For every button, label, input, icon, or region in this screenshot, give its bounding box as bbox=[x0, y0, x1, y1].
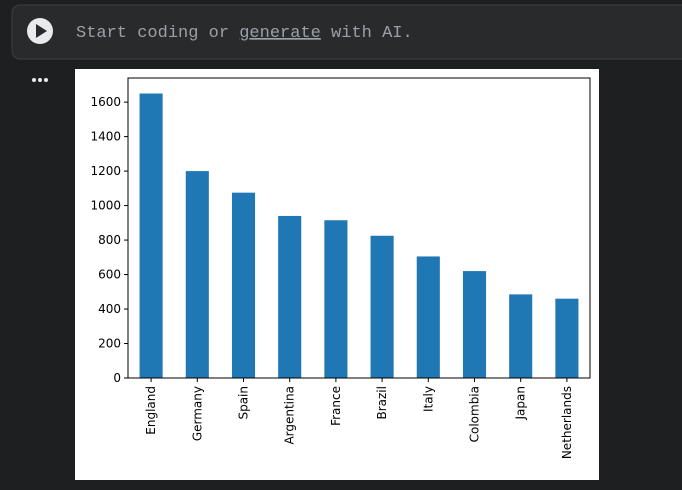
plot-frame bbox=[127, 77, 591, 379]
x-tick-label: England bbox=[144, 386, 158, 435]
run-icon bbox=[36, 24, 47, 38]
dot bbox=[32, 78, 36, 82]
x-tick-label: Italy bbox=[421, 386, 435, 412]
chart: 0 200 400 600 800 1000 1200 1400 1600 England Germ… bbox=[90, 77, 591, 459]
bar bbox=[278, 215, 302, 378]
y-tick-label: 200 bbox=[98, 337, 121, 351]
x-tick-label: Colombia bbox=[468, 386, 482, 442]
bar bbox=[370, 235, 394, 378]
y-tick-label: 800 bbox=[98, 233, 121, 247]
bar bbox=[231, 192, 256, 378]
bar bbox=[139, 93, 163, 378]
bar bbox=[462, 271, 487, 378]
bar bbox=[509, 294, 533, 378]
code-cell[interactable] bbox=[11, 4, 682, 60]
cell-placeholder: Start coding or generate with AI. bbox=[76, 24, 413, 43]
bar bbox=[185, 171, 209, 378]
y-tick-label: 1600 bbox=[90, 95, 121, 109]
bar bbox=[416, 256, 440, 378]
dot bbox=[44, 78, 48, 82]
bar bbox=[555, 298, 579, 378]
x-tick-label: France bbox=[329, 386, 343, 426]
dot bbox=[38, 78, 42, 82]
generate-link[interactable]: generate bbox=[239, 24, 321, 43]
y-tick-label: 600 bbox=[98, 268, 121, 282]
x-tick-label: Japan bbox=[514, 386, 528, 420]
x-tick-label: Brazil bbox=[375, 386, 389, 420]
y-tick-label: 0 bbox=[113, 371, 121, 385]
y-tick-label: 1000 bbox=[90, 199, 121, 213]
output-menu[interactable] bbox=[32, 78, 48, 82]
x-tick-label: Germany bbox=[190, 386, 204, 441]
x-tick-label: Netherlands bbox=[560, 386, 574, 459]
x-tick-label: Argentina bbox=[283, 386, 297, 445]
placeholder-text: Start coding or bbox=[76, 24, 239, 43]
y-tick-label: 1200 bbox=[90, 164, 121, 178]
y-tick-label: 400 bbox=[98, 302, 121, 316]
x-tick-label: Spain bbox=[237, 386, 251, 420]
bar bbox=[324, 220, 348, 378]
y-tick-label: 1400 bbox=[90, 130, 121, 144]
placeholder-text: with AI. bbox=[321, 24, 413, 43]
